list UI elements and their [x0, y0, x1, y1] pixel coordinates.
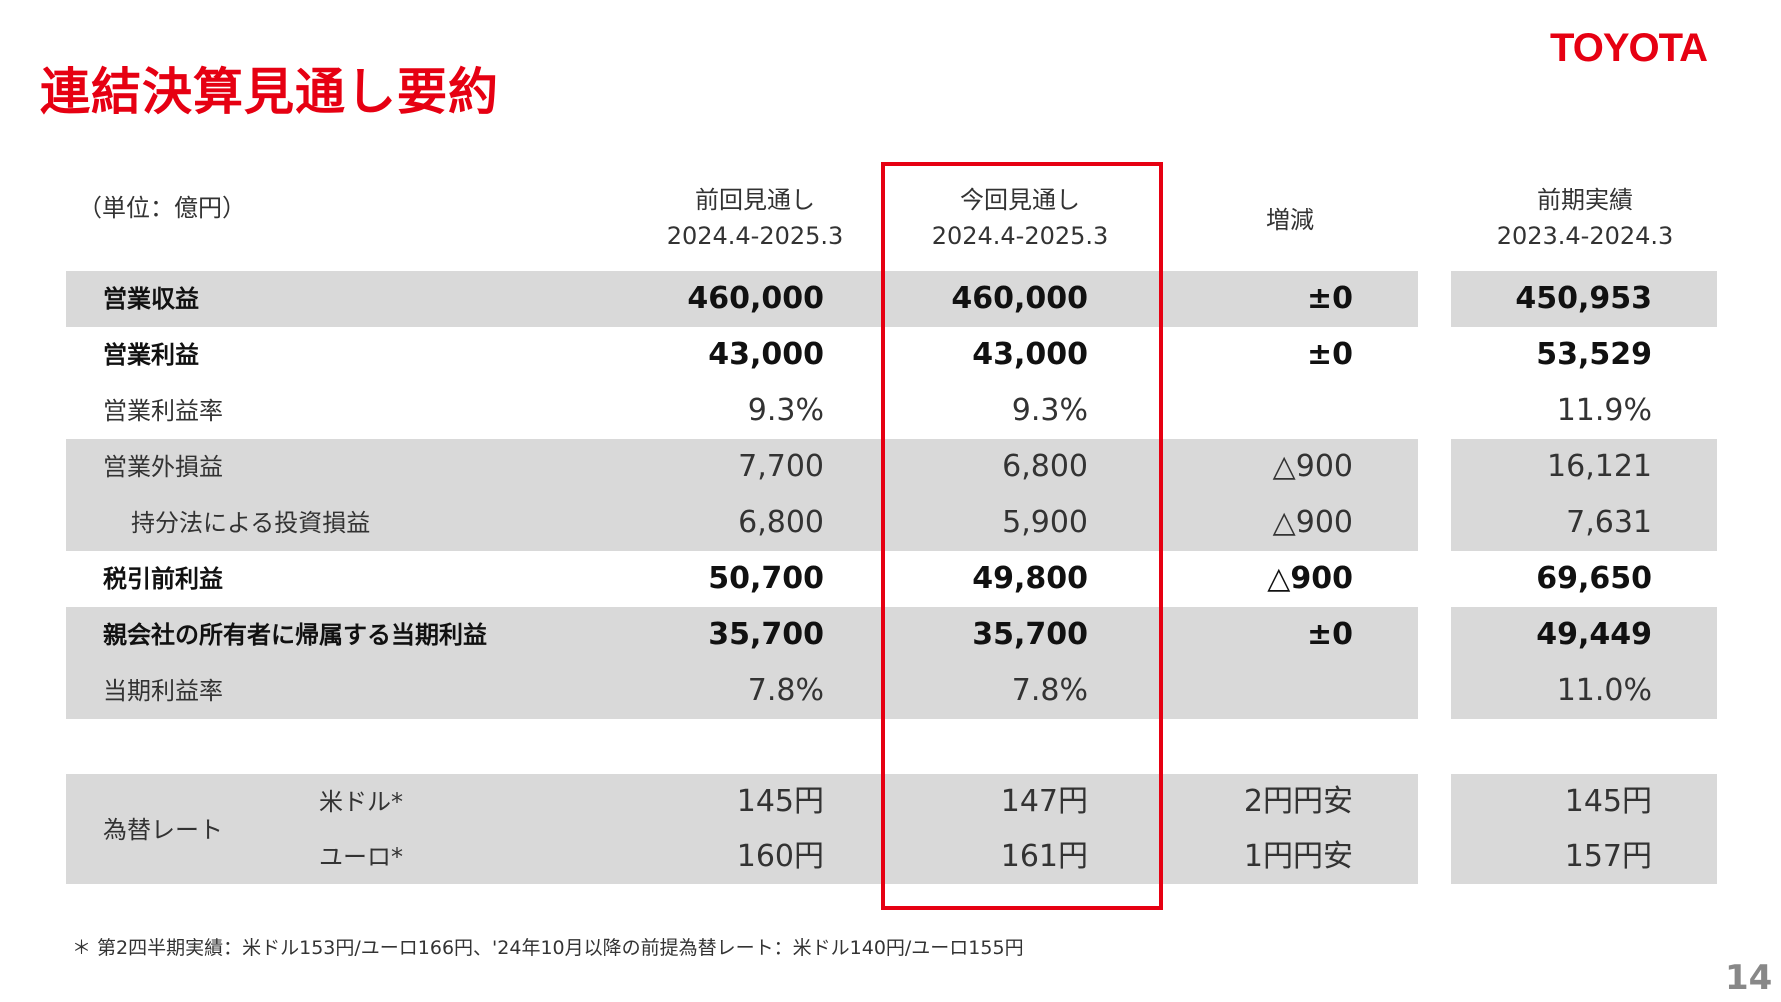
row-band [66, 439, 1418, 551]
current-forecast-highlight [881, 162, 1163, 910]
row-value: 5,900 [1002, 505, 1088, 540]
table-row: 営業利益 43,000 43,000 ±0 53,529 [66, 327, 1717, 383]
header-line2: 2024.4-2025.3 [931, 222, 1109, 250]
row-value: 7,700 [738, 449, 824, 484]
row-value: 9.3% [747, 393, 824, 428]
row-value: 7,631 [1566, 505, 1652, 540]
row-value: 7.8% [1011, 673, 1088, 708]
row-value: ±0 [1306, 337, 1353, 372]
row-band [66, 607, 1418, 719]
row-value: 16,121 [1547, 449, 1652, 484]
row-band [1451, 607, 1717, 719]
table-row: 営業利益率 9.3% 9.3% 11.9% [66, 383, 1717, 439]
fx-value: 147円 [1000, 784, 1088, 819]
row-value: ±0 [1306, 281, 1353, 316]
row-value: 11.0% [1556, 673, 1652, 708]
row-label: 営業利益率 [103, 397, 223, 425]
row-band [1451, 271, 1717, 327]
row-value: 460,000 [687, 281, 824, 316]
row-value: 69,650 [1536, 561, 1652, 596]
fx-value: 145円 [736, 784, 824, 819]
fx-value: 2円円安 [1243, 784, 1353, 819]
fx-value: 161円 [1000, 839, 1088, 874]
row-value: ±0 [1306, 617, 1353, 652]
row-band [1451, 439, 1717, 551]
row-value: 7.8% [747, 673, 824, 708]
fx-value: 145円 [1564, 784, 1652, 819]
row-value: 9.3% [1011, 393, 1088, 428]
page-number: 14 [1725, 958, 1773, 998]
header-line1: 前回見通し [695, 186, 815, 214]
fx-value: 1円円安 [1243, 839, 1353, 874]
column-header-change: 増減 [1266, 206, 1314, 234]
fx-value: 160円 [736, 839, 824, 874]
fx-row: ユーロ* 160円 161円 1円円安 157円 [66, 829, 1717, 885]
column-header-current: 今回見通し 2024.4-2025.3 [905, 182, 1135, 254]
currency-label: ユーロ* [319, 843, 403, 871]
row-label: 営業利益 [103, 341, 199, 369]
footnote: ＊ 第2四半期実績：米ドル153円/ユーロ166円、'24年10月以降の前提為替… [72, 937, 1024, 959]
row-value: △900 [1267, 561, 1353, 596]
header-line2: 2024.4-2025.3 [666, 222, 844, 250]
row-label: 親会社の所有者に帰属する当期利益 [103, 621, 487, 649]
row-value: 35,700 [972, 617, 1088, 652]
row-band [1451, 774, 1717, 884]
row-value: 49,800 [972, 561, 1088, 596]
header-line2: 2023.4-2024.3 [1496, 222, 1674, 250]
toyota-logo: TOYOTA [1550, 26, 1708, 70]
row-label: 営業外損益 [103, 453, 223, 481]
row-value: 460,000 [951, 281, 1088, 316]
table-row: 営業収益 460,000 460,000 ±0 450,953 [66, 271, 1717, 327]
row-value: △900 [1272, 449, 1353, 484]
row-value: 6,800 [1002, 449, 1088, 484]
table-row: 税引前利益 50,700 49,800 △900 69,650 [66, 551, 1717, 607]
header-line1: 前期実績 [1537, 186, 1633, 214]
row-label: 営業収益 [103, 285, 199, 313]
row-band [66, 271, 1418, 327]
page-title: 連結決算見通し要約 [40, 63, 499, 121]
row-value: 43,000 [972, 337, 1088, 372]
row-value: △900 [1272, 505, 1353, 540]
fx-row: 米ドル* 145円 147円 2円円安 145円 [66, 774, 1717, 830]
table-row: 当期利益率 7.8% 7.8% 11.0% [66, 663, 1717, 719]
row-value: 53,529 [1536, 337, 1652, 372]
row-value: 43,000 [708, 337, 824, 372]
header-line1: 今回見通し [960, 186, 1080, 214]
row-value: 450,953 [1515, 281, 1652, 316]
unit-label: （単位：億円） [78, 194, 246, 222]
row-label: 税引前利益 [103, 565, 223, 593]
row-value: 11.9% [1556, 393, 1652, 428]
table-row: 親会社の所有者に帰属する当期利益 35,700 35,700 ±0 49,449 [66, 607, 1717, 663]
column-header-previous: 前回見通し 2024.4-2025.3 [640, 182, 870, 254]
row-label: 当期利益率 [103, 677, 223, 705]
column-header-prior-year: 前期実績 2023.4-2024.3 [1470, 182, 1700, 254]
table-row: 持分法による投資損益 6,800 5,900 △900 7,631 [66, 495, 1717, 551]
row-band [66, 774, 1418, 884]
row-value: 50,700 [708, 561, 824, 596]
row-label: 持分法による投資損益 [131, 509, 371, 537]
row-value: 49,449 [1536, 617, 1652, 652]
fx-label: 為替レート [103, 816, 223, 844]
row-value: 35,700 [708, 617, 824, 652]
table-row: 営業外損益 7,700 6,800 △900 16,121 [66, 439, 1717, 495]
fx-value: 157円 [1564, 839, 1652, 874]
row-value: 6,800 [738, 505, 824, 540]
currency-label: 米ドル* [319, 788, 403, 816]
